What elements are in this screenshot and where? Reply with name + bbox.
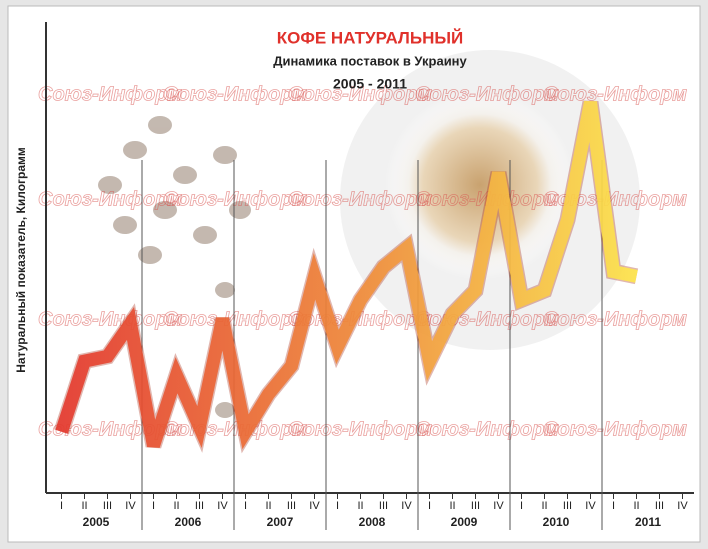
x-tick-label: II <box>81 500 87 512</box>
watermark: Союз-Информ <box>38 308 182 330</box>
watermark: Союз-Информ <box>415 308 559 330</box>
y-axis-label: Натуральный показатель, Килограмм <box>14 147 28 373</box>
year-label: 2009 <box>451 515 478 529</box>
x-tick-label: IV <box>125 500 136 512</box>
x-tick-label: II <box>173 500 179 512</box>
x-tick-label: IV <box>677 500 688 512</box>
x-tick-label: I <box>520 500 523 512</box>
x-tick-label: IV <box>585 500 596 512</box>
x-tick-label: I <box>244 500 247 512</box>
x-tick-label: IV <box>401 500 412 512</box>
x-tick-label: III <box>379 500 388 512</box>
watermark: Союз-Информ <box>163 188 307 210</box>
chart-period: 2005 - 2011 <box>333 76 407 92</box>
x-tick-label: IV <box>217 500 228 512</box>
x-tick-label: I <box>152 500 155 512</box>
watermark: Союз-Информ <box>543 418 687 440</box>
watermark: Союз-Информ <box>415 418 559 440</box>
x-tick-label: III <box>471 500 480 512</box>
watermark: Союз-Информ <box>38 83 182 105</box>
watermark: Союз-Информ <box>415 83 559 105</box>
watermark: Союз-Информ <box>38 188 182 210</box>
x-tick-label: IV <box>493 500 504 512</box>
year-label: 2005 <box>83 515 110 529</box>
x-tick-label: IV <box>309 500 320 512</box>
x-tick-label: I <box>428 500 431 512</box>
x-tick-label: II <box>357 500 363 512</box>
x-tick-label: III <box>563 500 572 512</box>
chart: Союз-ИнформСоюз-ИнформСоюз-ИнформСоюз-Ин… <box>0 0 708 549</box>
watermark: Союз-Информ <box>163 83 307 105</box>
x-tick-label: III <box>287 500 296 512</box>
x-tick-label: II <box>265 500 271 512</box>
x-tick-label: I <box>336 500 339 512</box>
year-label: 2008 <box>359 515 386 529</box>
x-tick-label: I <box>60 500 63 512</box>
year-label: 2011 <box>635 515 661 529</box>
watermark: Союз-Информ <box>163 308 307 330</box>
chart-subtitle: Динамика поставок в Украину <box>273 53 467 68</box>
watermark: Союз-Информ <box>163 418 307 440</box>
x-tick-label: III <box>103 500 112 512</box>
watermark: Союз-Информ <box>288 188 432 210</box>
x-tick-label: III <box>655 500 664 512</box>
x-tick-label: II <box>449 500 455 512</box>
watermark: Союз-Информ <box>543 83 687 105</box>
year-label: 2007 <box>267 515 294 529</box>
chart-title: КОФЕ НАТУРАЛЬНЫЙ <box>277 28 463 47</box>
year-label: 2010 <box>543 515 570 529</box>
x-tick-label: II <box>541 500 547 512</box>
year-label: 2006 <box>175 515 202 529</box>
watermark: Союз-Информ <box>543 308 687 330</box>
x-tick-label: I <box>612 500 615 512</box>
watermark: Союз-Информ <box>288 418 432 440</box>
x-tick-label: II <box>633 500 639 512</box>
x-tick-label: III <box>195 500 204 512</box>
